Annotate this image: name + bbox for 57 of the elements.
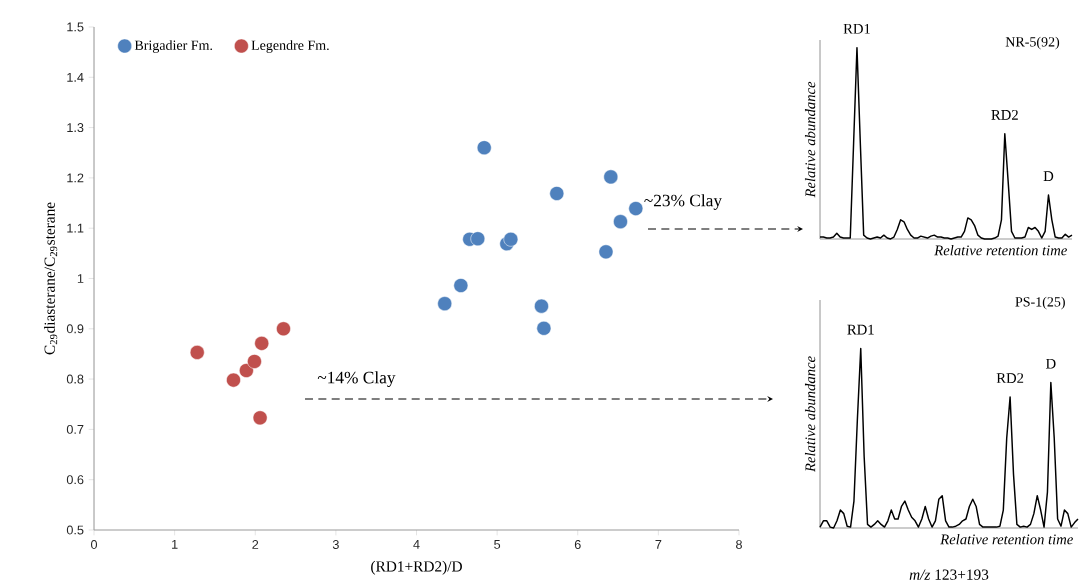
point [453,278,469,293]
point [437,296,453,311]
annotation: RD2 [996,373,1024,383]
y-tick-label: 1.5 [67,22,84,32]
x-tick-label: 6 [574,540,581,549]
point [536,320,552,336]
point [598,244,614,260]
x-tick-label: 4 [413,540,420,549]
point [503,231,519,247]
point [534,298,549,314]
point [470,231,486,247]
chart-title: PS-1(25) [1015,296,1065,310]
x-tick-label: 7 [655,540,662,549]
point [226,372,241,388]
legend-label: Legendre Fm. [251,40,329,53]
annotation: D [1045,358,1056,369]
y-tick-label: 0.5 [66,525,84,535]
point [252,410,268,426]
point [628,201,644,216]
x-tick-label: 3 [332,540,339,549]
x-tick-label: 8 [736,540,742,549]
y-axis-title: Relative abundance [804,356,816,473]
chart-title: NR-5(92) [1005,36,1060,50]
x-axis-title: Relative retention time [940,534,1073,545]
point [247,354,262,369]
y-tick-label: 1.3 [67,123,84,133]
x-tick-label: 5 [494,540,501,549]
point [476,140,492,156]
annotation: RD2 [991,109,1018,120]
x-axis-title: Relative retention time [934,245,1067,256]
x-tick-label: 2 [252,540,259,549]
y-tick-label: 0.6 [66,475,84,485]
annotation: ~23% Clay [644,194,722,210]
point [603,169,619,185]
text: RD1 [847,324,874,335]
y-axis-title: Relative abundance [804,81,816,198]
legend-label: Brigadier Fm. [134,40,213,53]
y-tick-label: 0.9 [66,324,84,334]
y-tick-label: 1 [77,274,84,283]
point [276,321,291,337]
point [189,345,205,360]
y-tick-label: 1.1 [67,223,84,233]
annotation: D [1043,171,1054,181]
point [254,336,270,351]
x-axis-title: (RD1+RD2)/D [371,560,462,575]
text: m/z 123+193 [909,569,989,580]
x-tick-label: 0 [90,540,98,549]
annotation: ~14% Clay [317,371,396,387]
x-tick-label: 1 [172,540,178,549]
y-axis-title: C$_{29}$diasterane/C$_{29}$sterane [44,202,58,355]
y-tick-label: 0.7 [66,424,84,434]
y-tick-label: 0.8 [66,374,84,384]
point [613,214,628,229]
point [549,186,565,201]
y-tick-label: 1.2 [67,173,84,183]
text: RD1 [843,23,870,34]
y-tick-label: 1.4 [67,72,84,82]
